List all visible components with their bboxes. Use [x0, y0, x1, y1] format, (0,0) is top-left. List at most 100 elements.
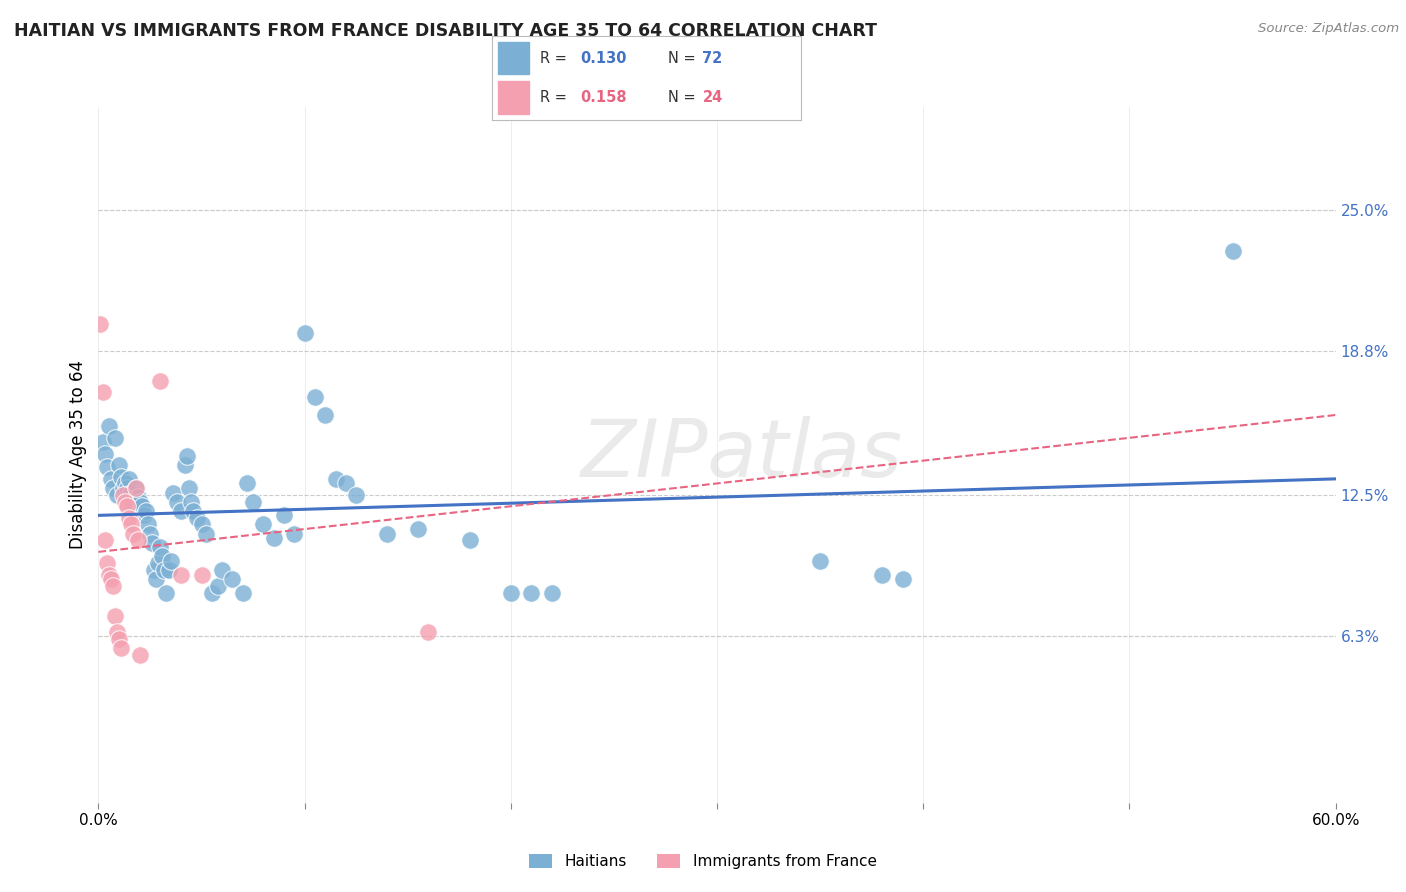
FancyBboxPatch shape — [498, 42, 529, 74]
Point — [110, 640, 132, 655]
Point — [179, 481, 201, 495]
Point — [93, 447, 115, 461]
Text: HAITIAN VS IMMIGRANTS FROM FRANCE DISABILITY AGE 35 TO 64 CORRELATION CHART: HAITIAN VS IMMIGRANTS FROM FRANCE DISABI… — [14, 22, 877, 40]
Y-axis label: Disability Age 35 to 64: Disability Age 35 to 64 — [69, 360, 87, 549]
Point — [127, 533, 149, 548]
Point — [236, 476, 259, 491]
Point — [117, 481, 139, 495]
Point — [499, 586, 522, 600]
Point — [221, 572, 243, 586]
Text: 0.130: 0.130 — [581, 51, 627, 66]
FancyBboxPatch shape — [498, 81, 529, 113]
Point — [135, 504, 157, 518]
Point — [194, 526, 217, 541]
Point — [273, 508, 295, 523]
Point — [176, 449, 198, 463]
Point — [157, 563, 180, 577]
Point — [458, 533, 481, 548]
Text: 72: 72 — [703, 51, 723, 66]
Point — [89, 317, 111, 331]
Text: 0.158: 0.158 — [581, 90, 627, 105]
Point — [181, 504, 204, 518]
Point — [283, 526, 305, 541]
Point — [101, 579, 124, 593]
Point — [180, 494, 202, 508]
Point — [263, 531, 285, 545]
Point — [93, 533, 115, 548]
Point — [139, 526, 162, 541]
Point — [344, 488, 367, 502]
Point — [541, 586, 564, 600]
Point — [131, 500, 153, 514]
Point — [190, 517, 212, 532]
Point — [1222, 244, 1244, 258]
Point — [110, 469, 132, 483]
Point — [104, 431, 127, 445]
Point — [149, 541, 172, 555]
Point — [190, 567, 212, 582]
Point — [122, 494, 145, 508]
Point — [150, 549, 173, 564]
Point — [105, 488, 128, 502]
Point — [124, 481, 146, 495]
Point — [114, 476, 136, 491]
Point — [97, 419, 120, 434]
Point — [100, 472, 122, 486]
Point — [136, 517, 159, 532]
Point — [112, 481, 135, 495]
Point — [406, 522, 429, 536]
Point — [166, 494, 188, 508]
Point — [153, 563, 176, 577]
Point — [375, 526, 398, 541]
Point — [162, 485, 184, 500]
Point — [101, 481, 124, 495]
Point — [104, 608, 127, 623]
Point — [122, 526, 145, 541]
Point — [325, 472, 347, 486]
Text: Source: ZipAtlas.com: Source: ZipAtlas.com — [1258, 22, 1399, 36]
Point — [170, 567, 193, 582]
Point — [232, 586, 254, 600]
Point — [141, 535, 163, 549]
Point — [127, 490, 149, 504]
Legend: Haitians, Immigrants from France: Haitians, Immigrants from France — [523, 848, 883, 875]
Point — [132, 508, 155, 523]
Point — [128, 494, 150, 508]
Point — [120, 485, 142, 500]
Point — [124, 481, 146, 495]
Point — [114, 494, 136, 508]
Point — [100, 572, 122, 586]
Point — [120, 517, 142, 532]
Point — [105, 624, 128, 639]
Point — [118, 510, 141, 524]
Point — [211, 563, 233, 577]
Text: R =: R = — [540, 90, 572, 105]
Point — [143, 563, 166, 577]
Point — [252, 517, 274, 532]
Point — [159, 554, 181, 568]
Point — [304, 390, 326, 404]
Point — [155, 586, 177, 600]
Text: N =: N = — [668, 90, 700, 105]
Point — [335, 476, 357, 491]
Point — [186, 510, 208, 524]
Text: 24: 24 — [703, 90, 723, 105]
Text: N =: N = — [668, 51, 700, 66]
Point — [117, 500, 139, 514]
Point — [108, 458, 131, 473]
Point — [174, 458, 197, 473]
Point — [108, 632, 131, 646]
Point — [118, 472, 141, 486]
Text: ZIPatlas: ZIPatlas — [581, 416, 903, 494]
Point — [148, 556, 170, 570]
Point — [314, 408, 336, 422]
Point — [418, 624, 440, 639]
Point — [145, 572, 167, 586]
Text: R =: R = — [540, 51, 572, 66]
Point — [808, 554, 831, 568]
Point — [97, 567, 120, 582]
Point — [520, 586, 543, 600]
Point — [91, 385, 114, 400]
Point — [870, 567, 893, 582]
Point — [91, 435, 114, 450]
